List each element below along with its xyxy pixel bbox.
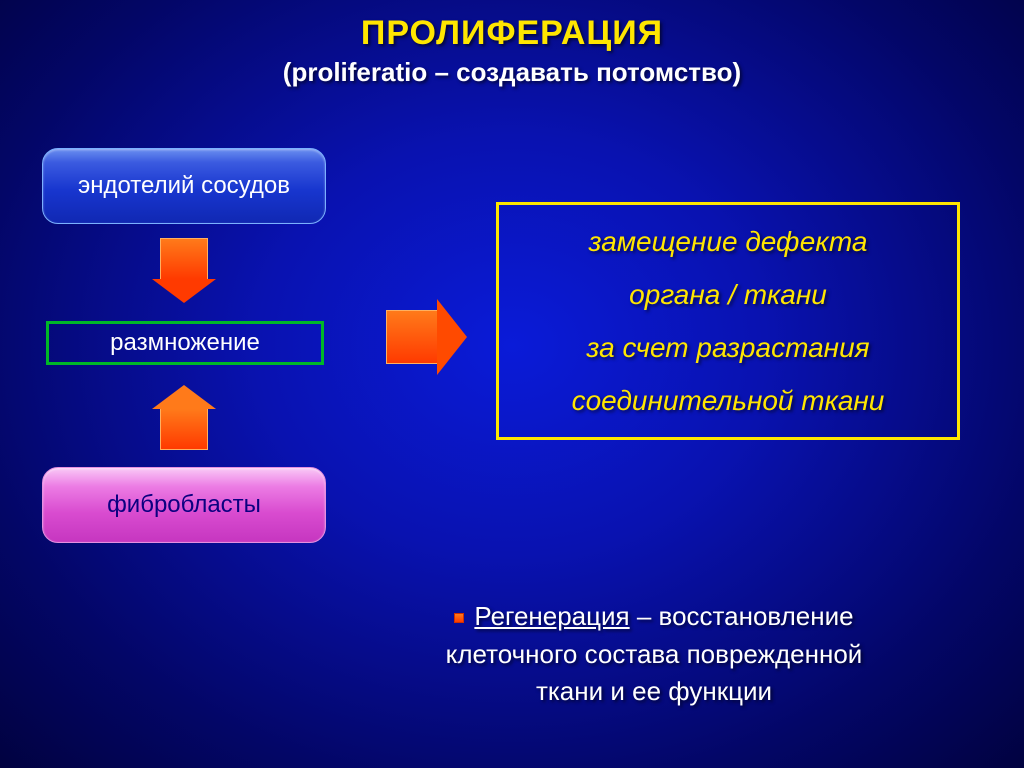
arrow-up-icon bbox=[160, 408, 208, 450]
footnote-leadword: Регенерация bbox=[474, 601, 629, 631]
node-result: замещение дефекта органа / ткани за счет… bbox=[496, 202, 960, 440]
node-endothelium-label: эндотелий сосудов bbox=[78, 172, 290, 200]
title-text: ПРОЛИФЕРАЦИЯ bbox=[361, 14, 663, 52]
bullet-icon bbox=[454, 613, 464, 623]
node-fibroblasts-label: фибробласты bbox=[107, 491, 261, 519]
result-lines: замещение дефекта органа / ткани за счет… bbox=[572, 215, 885, 428]
node-fibroblasts: фибробласты bbox=[42, 467, 326, 543]
result-line4: соединительной ткани bbox=[572, 374, 885, 427]
footnote-line1: Регенерация – восстановление bbox=[324, 598, 984, 636]
result-line2: органа / ткани bbox=[572, 268, 885, 321]
result-line1: замещение дефекта bbox=[572, 215, 885, 268]
node-endothelium: эндотелий сосудов bbox=[42, 148, 326, 224]
arrow-down-icon bbox=[160, 238, 208, 280]
result-line3: за счет разрастания bbox=[572, 321, 885, 374]
subtitle-text: (proliferatio – создавать потомство) bbox=[283, 57, 741, 87]
footnote-rest1: – восстановление bbox=[630, 601, 854, 631]
footnote-line2: клеточного состава поврежденной bbox=[324, 636, 984, 674]
footnote-line3: ткани и ее функции bbox=[324, 673, 984, 711]
node-reproduction-label: размножение bbox=[110, 329, 260, 357]
arrow-right-icon bbox=[386, 310, 438, 364]
node-reproduction: размножение bbox=[46, 321, 324, 365]
page-title: ПРОЛИФЕРАЦИЯ bbox=[0, 0, 1024, 53]
page-subtitle: (proliferatio – создавать потомство) bbox=[0, 57, 1024, 88]
footnote: Регенерация – восстановление клеточного … bbox=[324, 598, 984, 711]
